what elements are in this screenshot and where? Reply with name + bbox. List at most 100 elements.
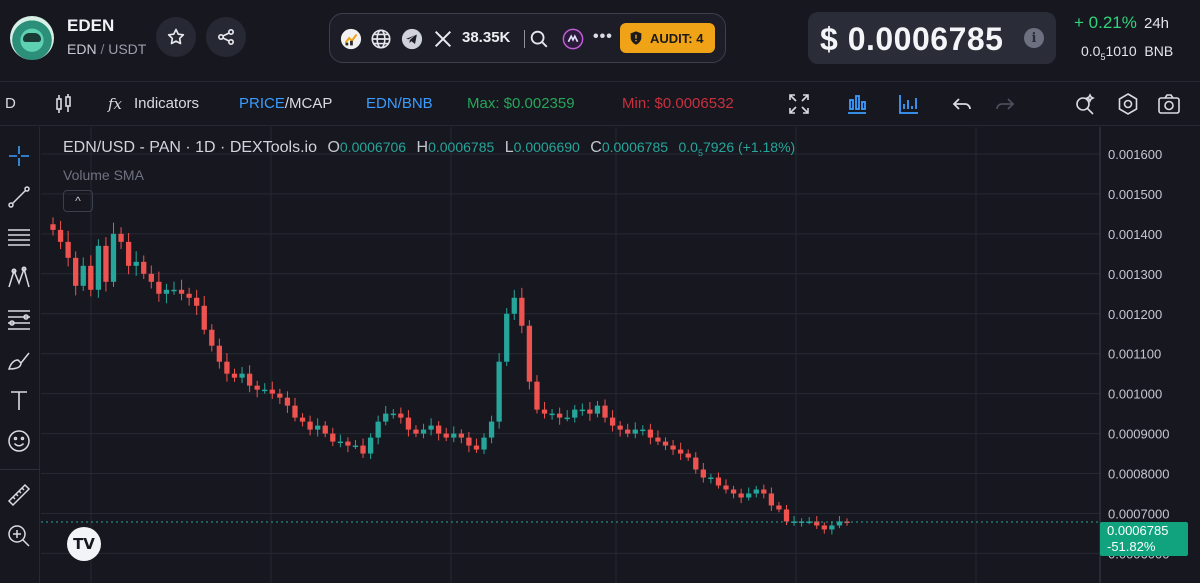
y-tick-label: 0.0009000: [1108, 427, 1169, 442]
pattern-tool[interactable]: [6, 265, 32, 291]
candle-down: [254, 385, 260, 390]
candle-down: [677, 449, 684, 454]
pair-toggle[interactable]: EDN/BNB: [366, 95, 433, 112]
quote-symbol: USDT: [108, 41, 147, 57]
last-price-value: 0.0006785: [1107, 523, 1169, 538]
y-tick-label: 0.001400: [1108, 227, 1162, 242]
ruler-tool[interactable]: [6, 482, 32, 508]
candle-down: [625, 429, 631, 434]
fullscreen-button[interactable]: [787, 92, 811, 116]
candle-type-button[interactable]: [52, 92, 76, 116]
brush-icon: [7, 352, 30, 370]
quick-search-button[interactable]: [1073, 92, 1097, 116]
emoji-tool[interactable]: [6, 428, 32, 454]
redo-button[interactable]: [993, 92, 1017, 116]
lens-link[interactable]: [562, 28, 584, 50]
chart-link[interactable]: [340, 28, 362, 50]
candle-down: [783, 509, 790, 522]
candle-up: [753, 489, 759, 494]
followers-count: 38.35K: [462, 29, 511, 46]
website-link[interactable]: [370, 28, 392, 50]
candle-down: [534, 381, 540, 410]
candle-up: [829, 525, 835, 530]
telegram-icon: [401, 28, 423, 50]
open-value: 0.0006706: [339, 139, 407, 155]
candle-down: [269, 389, 275, 394]
candle-down: [194, 297, 200, 306]
indicators-icon[interactable]: fx: [108, 95, 123, 113]
screenshot-button[interactable]: [1157, 92, 1181, 116]
volume-chart-icon: [899, 95, 918, 114]
candle-down: [345, 441, 351, 446]
high-value: 0.0006785: [428, 139, 495, 155]
trendline-tool[interactable]: [6, 184, 32, 210]
y-tick-label: 0.001100: [1108, 347, 1161, 362]
candle-up: [239, 373, 245, 378]
more-icon[interactable]: •••: [593, 28, 613, 45]
interval-button[interactable]: D: [5, 95, 16, 112]
candle-down: [617, 425, 623, 430]
tradingview-logo[interactable]: TV: [67, 527, 101, 561]
candle-down: [647, 429, 654, 438]
bnb-price-digits: 1010: [1105, 43, 1137, 59]
candle-up: [564, 417, 570, 420]
candle-down: [821, 525, 827, 530]
collapse-legend-button[interactable]: ^: [63, 190, 93, 212]
candle-up: [511, 297, 517, 314]
candle-down: [330, 433, 336, 442]
brush-tool[interactable]: [6, 347, 32, 373]
trades-view-button[interactable]: [845, 92, 869, 116]
candle-up: [420, 429, 427, 434]
telegram-link[interactable]: [401, 28, 423, 50]
candle-down: [201, 305, 207, 330]
crosshair-tool[interactable]: [6, 143, 32, 169]
candle-down: [662, 441, 669, 446]
x-link[interactable]: [432, 28, 454, 50]
candle-down: [473, 445, 480, 450]
candle-up: [315, 425, 321, 430]
price-mcap-toggle[interactable]: PRICE/MCAP: [239, 95, 332, 112]
candle-down: [125, 241, 132, 266]
candle-up: [496, 361, 502, 422]
text-tool[interactable]: [6, 387, 32, 413]
token-logo: [10, 16, 54, 60]
audit-badge[interactable]: AUDIT: 4: [620, 23, 715, 53]
candle-up: [579, 409, 585, 412]
fib-tool[interactable]: [6, 306, 32, 332]
volume-view-button[interactable]: [897, 92, 921, 116]
zoom-tool[interactable]: [6, 523, 32, 549]
undo-button[interactable]: [950, 92, 974, 116]
candle-down: [776, 505, 782, 510]
candle-down: [141, 261, 147, 274]
candle-down: [57, 229, 64, 242]
horizontal-lines-tool[interactable]: [6, 224, 32, 250]
high-label: H: [416, 139, 429, 156]
candle-down: [322, 425, 328, 434]
candle-down: [814, 521, 820, 526]
search-link[interactable]: [528, 28, 550, 50]
info-icon[interactable]: i: [1024, 28, 1044, 48]
redo-icon: [996, 98, 1015, 110]
candle-up: [367, 437, 374, 454]
price-chart[interactable]: 0.001600 0.001500 0.001400 0.001300 0.001200…: [41, 127, 1200, 583]
settings-button[interactable]: [1116, 92, 1140, 116]
candle-up: [133, 261, 139, 266]
candle-up: [451, 433, 457, 438]
candle-down: [587, 409, 593, 414]
share-button[interactable]: [206, 17, 246, 57]
candle-up: [746, 493, 752, 498]
candle-down: [715, 477, 722, 486]
candle-down: [693, 457, 699, 470]
favorite-button[interactable]: [156, 17, 196, 57]
fullscreen-icon: [789, 94, 809, 114]
candle-down: [466, 437, 472, 446]
candle-down: [655, 437, 661, 442]
candle-up: [95, 245, 102, 290]
indicators-button[interactable]: Indicators: [134, 95, 200, 112]
candle-up: [549, 413, 555, 416]
undo-icon: [952, 98, 971, 110]
social-links-bar: 38.35K ••• AUDIT: 4: [329, 13, 726, 63]
candlestick-chart[interactable]: 0.001600 0.001500 0.001400 0.001300 0.001200…: [41, 127, 1200, 583]
chart-legend: EDN/USD - PAN · 1D · DEXTools.io O0.0006…: [63, 139, 795, 158]
candle-down: [292, 405, 298, 418]
